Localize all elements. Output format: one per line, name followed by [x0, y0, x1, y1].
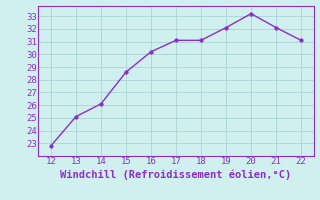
X-axis label: Windchill (Refroidissement éolien,°C): Windchill (Refroidissement éolien,°C): [60, 169, 292, 180]
